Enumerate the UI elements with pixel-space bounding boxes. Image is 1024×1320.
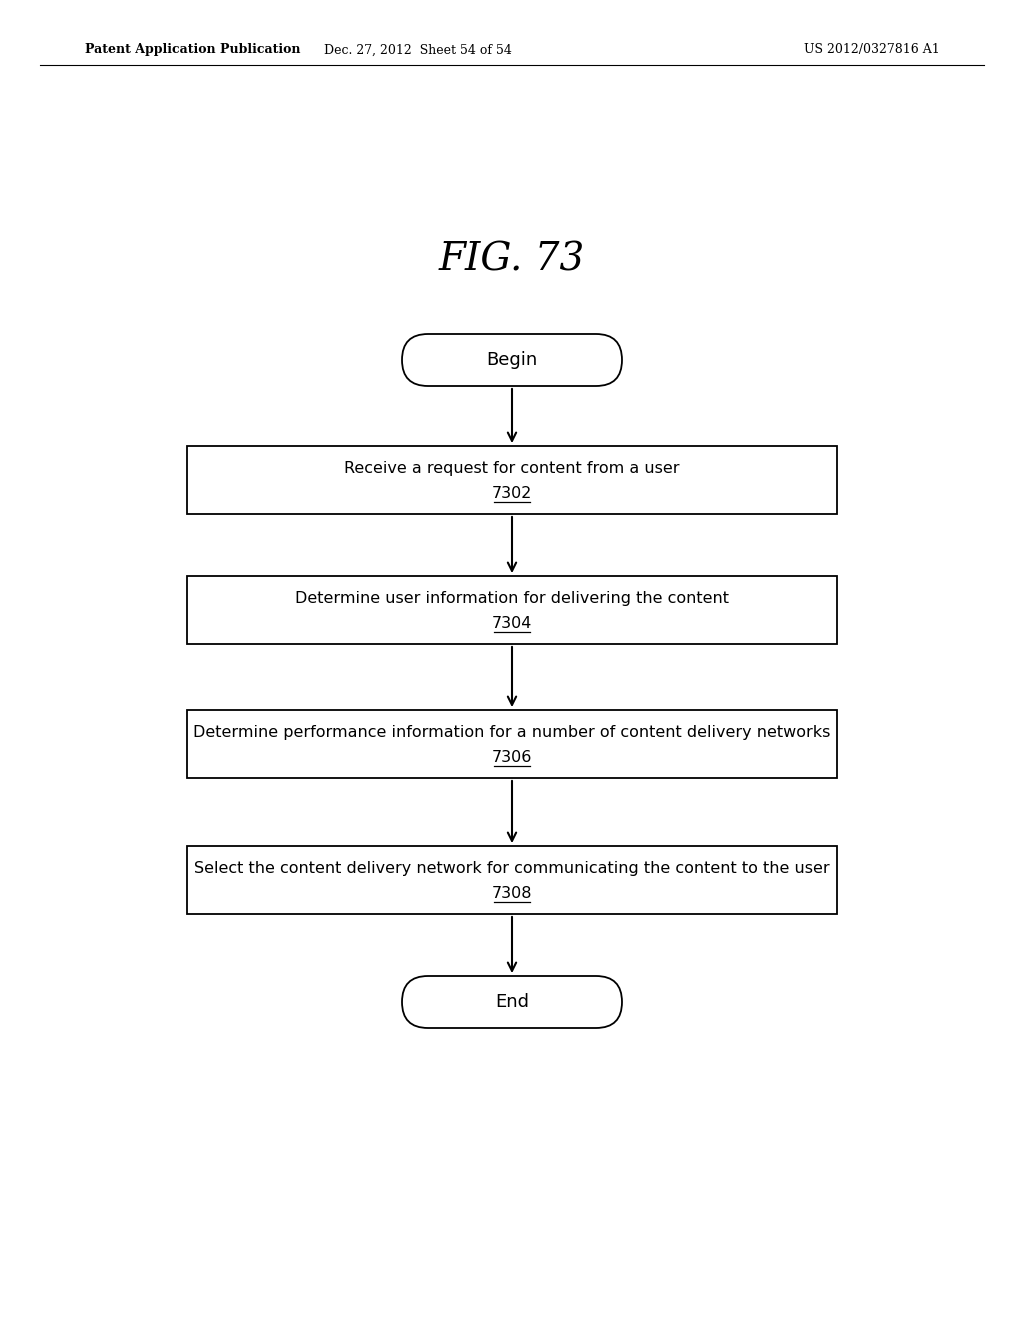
Text: FIG. 73: FIG. 73: [439, 242, 585, 279]
Text: Receive a request for content from a user: Receive a request for content from a use…: [344, 462, 680, 477]
Text: Patent Application Publication: Patent Application Publication: [85, 44, 300, 57]
Text: 7302: 7302: [492, 486, 532, 500]
Text: Determine user information for delivering the content: Determine user information for deliverin…: [295, 591, 729, 606]
Text: 7308: 7308: [492, 886, 532, 900]
Text: US 2012/0327816 A1: US 2012/0327816 A1: [804, 44, 940, 57]
Bar: [187, 846, 837, 913]
Bar: [187, 576, 837, 644]
Text: Dec. 27, 2012  Sheet 54 of 54: Dec. 27, 2012 Sheet 54 of 54: [324, 44, 512, 57]
Bar: [187, 710, 837, 777]
Text: Select the content delivery network for communicating the content to the user: Select the content delivery network for …: [195, 862, 829, 876]
Text: Determine performance information for a number of content delivery networks: Determine performance information for a …: [194, 726, 830, 741]
Text: 7306: 7306: [492, 750, 532, 764]
Text: Begin: Begin: [486, 351, 538, 370]
Bar: [187, 446, 837, 513]
Text: End: End: [495, 993, 529, 1011]
FancyBboxPatch shape: [402, 975, 622, 1028]
FancyBboxPatch shape: [402, 334, 622, 385]
Text: 7304: 7304: [492, 615, 532, 631]
